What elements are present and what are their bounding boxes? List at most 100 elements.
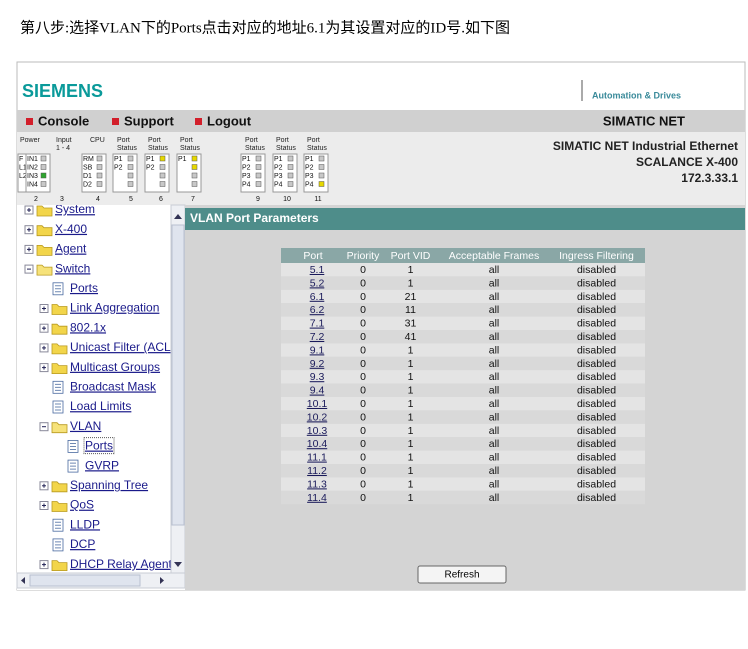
table-row xyxy=(281,263,645,277)
refresh-button[interactable] xyxy=(417,565,507,584)
scroll-left[interactable] xyxy=(21,577,25,584)
port-link[interactable]: 10.2 xyxy=(307,411,328,423)
tree-item[interactable]: X-400 xyxy=(55,222,87,236)
table-cell: disabled xyxy=(577,331,616,343)
folder-icon xyxy=(36,264,53,276)
led xyxy=(287,164,294,170)
table-header xyxy=(281,248,645,263)
menu-item[interactable]: Console xyxy=(38,113,89,128)
port-link[interactable]: 11.3 xyxy=(307,478,327,490)
status-header: Status xyxy=(117,145,137,152)
table-cell: 1 xyxy=(408,478,414,490)
table-cell: 0 xyxy=(360,452,366,464)
table-cell: 31 xyxy=(405,318,417,330)
led-label: P3 xyxy=(242,173,251,180)
table-cell: disabled xyxy=(577,411,616,423)
status-header: 1 - 4 xyxy=(56,145,70,152)
status-header: Status xyxy=(180,145,200,152)
port-link[interactable]: 11.4 xyxy=(307,492,327,504)
led xyxy=(127,164,134,170)
port-number: 6 xyxy=(159,196,163,203)
tree-item[interactable]: Load Limits xyxy=(70,399,131,413)
column-header: Port xyxy=(303,250,322,262)
table-cell: 0 xyxy=(360,264,366,276)
h-scroll-thumb[interactable] xyxy=(29,574,141,587)
status-header: Port xyxy=(117,137,130,144)
menu-item[interactable]: Logout xyxy=(207,113,252,128)
port-link[interactable]: 5.2 xyxy=(310,277,325,289)
table-row xyxy=(281,397,645,411)
port-number: 2 xyxy=(34,196,38,203)
port-link[interactable]: 7.2 xyxy=(310,331,325,343)
tree-item[interactable]: GVRP xyxy=(85,458,119,472)
table-cell: disabled xyxy=(577,438,616,450)
tree-item[interactable]: Switch xyxy=(55,261,90,275)
led xyxy=(287,155,294,162)
port-link[interactable]: 9.2 xyxy=(310,358,325,370)
port-link[interactable]: 11.1 xyxy=(307,452,327,464)
tree-item[interactable]: Agent xyxy=(55,242,87,256)
port-link[interactable]: 11.2 xyxy=(307,465,327,477)
table-cell: all xyxy=(489,492,500,504)
table-cell: all xyxy=(489,438,500,450)
led xyxy=(191,181,198,187)
folder-icon xyxy=(51,422,68,434)
led xyxy=(318,164,325,170)
folder-icon xyxy=(51,481,68,493)
led-label: IN1 xyxy=(27,156,38,163)
table-cell: disabled xyxy=(577,371,616,383)
table-row xyxy=(281,330,645,344)
scroll-down[interactable] xyxy=(174,562,182,567)
tree-item[interactable]: Unicast Filter (ACL xyxy=(70,340,171,354)
led xyxy=(318,181,325,187)
port-link[interactable]: 6.1 xyxy=(310,291,325,303)
v-scroll-thumb[interactable] xyxy=(171,224,185,526)
tree-item[interactable]: Ports xyxy=(70,281,98,295)
led xyxy=(318,172,325,179)
scroll-up[interactable] xyxy=(174,214,182,219)
led-label: D2 xyxy=(83,181,92,188)
status-header: Port xyxy=(245,137,258,144)
tree-item[interactable]: DCP xyxy=(70,537,95,551)
tree-item[interactable]: Broadcast Mask xyxy=(70,379,157,393)
led xyxy=(127,155,134,162)
tree-item[interactable]: 802.1x xyxy=(70,320,106,334)
led xyxy=(191,155,198,162)
port-link[interactable]: 7.1 xyxy=(310,318,325,330)
tree-item[interactable]: Spanning Tree xyxy=(70,478,148,492)
tagline: Automation & Drives xyxy=(592,90,681,100)
port-link[interactable]: 10.1 xyxy=(307,398,328,410)
port-link[interactable]: 6.2 xyxy=(310,304,325,316)
port-link[interactable]: 10.3 xyxy=(307,425,328,437)
table-cell: 1 xyxy=(408,371,414,383)
table-cell: 0 xyxy=(360,398,366,410)
port-link[interactable]: 10.4 xyxy=(307,438,328,450)
menu-item[interactable]: Support xyxy=(124,113,174,128)
tree-item[interactable]: LLDP xyxy=(70,517,100,531)
tree-item[interactable]: DHCP Relay Agent xyxy=(70,557,172,571)
table-cell: 1 xyxy=(408,277,414,289)
port-number: 11 xyxy=(314,196,321,203)
folder-icon xyxy=(51,560,68,571)
port-link[interactable]: 9.4 xyxy=(310,385,325,397)
port-link[interactable]: 5.1 xyxy=(310,264,325,276)
status-header: Status xyxy=(307,145,327,152)
table-cell: 1 xyxy=(408,264,414,276)
table-cell: all xyxy=(489,478,500,490)
menu-bar xyxy=(17,110,745,132)
tree-item[interactable]: System xyxy=(55,202,95,216)
tree-item[interactable]: Multicast Groups xyxy=(70,360,160,374)
port-link[interactable]: 9.1 xyxy=(310,344,325,356)
tree-item[interactable]: Link Aggregation xyxy=(70,301,159,315)
port-link[interactable]: 9.3 xyxy=(310,371,325,383)
tree-item[interactable]: VLAN xyxy=(70,419,101,433)
scroll-right[interactable] xyxy=(160,577,164,584)
table-cell: all xyxy=(489,277,500,289)
table-cell: all xyxy=(489,264,500,276)
tree-item[interactable]: Ports xyxy=(85,439,113,453)
status-header: CPU xyxy=(90,137,105,144)
port-number: 5 xyxy=(129,196,133,203)
table-row xyxy=(281,303,645,317)
column-header: Priority xyxy=(347,250,380,262)
tree-item[interactable]: QoS xyxy=(70,498,94,512)
